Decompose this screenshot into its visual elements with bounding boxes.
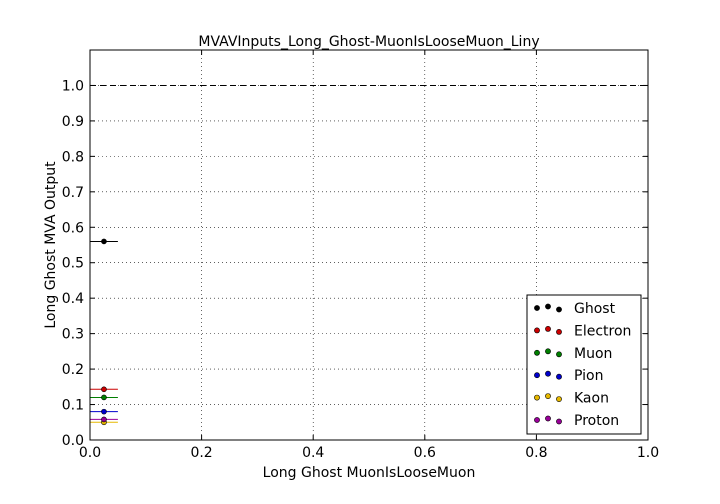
legend-item-muon: Muon — [534, 346, 612, 362]
legend-marker-electron — [534, 327, 540, 334]
legend-item-electron: Electron — [534, 323, 631, 339]
data-point-electron — [90, 386, 118, 393]
plot-frame — [89, 49, 649, 441]
legend-label-muon: Muon — [574, 346, 612, 362]
legend-marker-ghost — [534, 305, 540, 311]
legend-marker-ghost — [556, 306, 562, 313]
data-point-ghost — [90, 238, 118, 245]
legend-item-kaon: Kaon — [534, 391, 609, 407]
x-axis-title: Long Ghost MuonIsLooseMuon — [263, 465, 476, 481]
x-tick-label: 0.2 — [190, 445, 212, 461]
y-tick-label: 0.2 — [62, 362, 84, 378]
marker-proton — [101, 416, 107, 423]
x-tick-label: 0.8 — [525, 445, 547, 461]
legend-item-pion: Pion — [534, 368, 603, 384]
legend-marker-muon — [545, 348, 551, 355]
legend-marker-electron — [556, 328, 562, 335]
data-point-pion — [90, 408, 118, 415]
y-tick-label: 0.8 — [62, 149, 84, 165]
ticks: 0.0 0.2 0.4 0.6 0.8 1.0 0.0 0.1 0.2 0.3 0.4 0.5 0.6 0… — [62, 50, 659, 461]
legend-marker-kaon — [556, 396, 562, 402]
y-tick-label: 0.3 — [62, 327, 84, 343]
legend-marker-pion — [556, 373, 562, 380]
y-tick-label: 0.1 — [62, 398, 84, 414]
legend-item-proton: Proton — [534, 413, 619, 429]
x-tick-label: 0.4 — [302, 445, 324, 461]
data-point-muon — [90, 394, 118, 401]
y-tick-label: 0.6 — [62, 220, 84, 236]
legend-label-proton: Proton — [574, 413, 619, 429]
legend-label-electron: Electron — [574, 323, 631, 339]
legend-marker-pion — [534, 372, 540, 379]
x-tick-label: 0.6 — [414, 445, 436, 461]
legend-marker-proton — [534, 417, 540, 423]
x-tick-label: 0.0 — [79, 445, 101, 461]
data-point-proton — [90, 416, 118, 423]
legend-marker-proton — [545, 415, 551, 422]
data-points — [90, 238, 118, 426]
marker-electron — [101, 386, 107, 393]
y-tick-label: 0.4 — [62, 291, 84, 307]
legend-marker-pion — [545, 370, 551, 377]
y-tick-label: 0.7 — [62, 185, 84, 201]
legend-marker-kaon — [534, 394, 540, 401]
y-tick-label: 0.0 — [62, 433, 84, 449]
legend-marker-muon — [534, 349, 540, 356]
legend-marker-electron — [545, 325, 551, 332]
y-axis-title: Long Ghost MVA Output — [43, 161, 59, 329]
y-tick-label: 0.5 — [62, 256, 84, 272]
legend-label-ghost: Ghost — [574, 301, 616, 317]
y-tick-label: 0.9 — [62, 114, 84, 130]
y-tick-label: 1.0 — [62, 78, 84, 94]
legend-label-kaon: Kaon — [574, 391, 609, 407]
legend-marker-kaon — [545, 393, 551, 399]
x-tick-label: 1.0 — [637, 445, 659, 461]
chart-title: MVAVInputs_Long_Ghost-MuonIsLooseMuon_Li… — [198, 34, 539, 50]
marker-pion — [101, 408, 107, 415]
marker-ghost — [101, 238, 107, 245]
legend: Ghost Electron Muon Pion Kaon Proton — [526, 294, 642, 435]
marker-muon — [101, 394, 107, 401]
legend-item-ghost: Ghost — [534, 301, 616, 317]
legend-box — [526, 294, 642, 435]
legend-label-pion: Pion — [574, 368, 603, 384]
legend-marker-ghost — [545, 303, 551, 310]
legend-marker-muon — [556, 351, 562, 358]
legend-marker-proton — [556, 418, 562, 425]
